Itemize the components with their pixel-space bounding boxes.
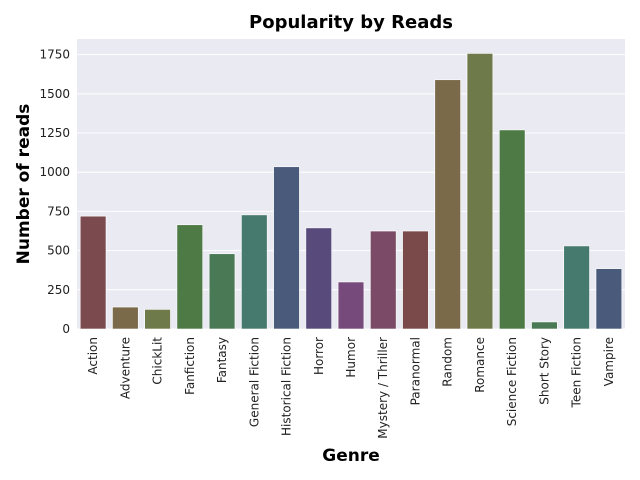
x-tick-label: General Fiction bbox=[247, 337, 261, 427]
y-tick-label: 0 bbox=[62, 322, 70, 336]
x-tick-label: Adventure bbox=[118, 337, 132, 399]
bar bbox=[402, 230, 429, 330]
bar bbox=[498, 129, 526, 330]
bar bbox=[563, 245, 590, 330]
bar bbox=[273, 166, 300, 330]
y-tick-label: 1500 bbox=[39, 87, 70, 101]
y-tick-label: 500 bbox=[47, 244, 70, 258]
x-tick-label: Science Fiction bbox=[505, 337, 519, 426]
x-axis-ticks: Action Adventure ChickLit Fanfiction Fantasy… bbox=[86, 337, 616, 439]
bar bbox=[144, 309, 171, 330]
x-tick-label: Paranormal bbox=[408, 337, 422, 405]
bar bbox=[370, 230, 397, 330]
bar bbox=[112, 306, 139, 330]
y-tick-label: 1250 bbox=[39, 126, 70, 140]
bar bbox=[241, 214, 268, 330]
bar bbox=[595, 268, 623, 330]
y-axis-ticks: 0 250 500 750 1000 1250 1500 1750 bbox=[39, 48, 70, 336]
bar bbox=[531, 321, 558, 330]
x-tick-label: Romance bbox=[473, 337, 487, 393]
bar bbox=[176, 224, 204, 330]
y-tick-label: 750 bbox=[47, 204, 70, 218]
bar bbox=[466, 53, 494, 330]
x-tick-label: Short Story bbox=[537, 337, 551, 405]
x-tick-label: ChickLit bbox=[151, 337, 165, 385]
chart-title: Popularity by Reads bbox=[249, 12, 453, 33]
x-tick-label: Teen Fiction bbox=[570, 337, 584, 408]
bar bbox=[337, 281, 365, 330]
x-tick-label: Fantasy bbox=[215, 337, 229, 383]
x-tick-label: Random bbox=[441, 337, 455, 387]
bar bbox=[434, 79, 461, 330]
x-tick-label: Action bbox=[86, 337, 100, 375]
y-axis-label: Number of reads bbox=[14, 104, 34, 265]
y-tick-label: 250 bbox=[47, 283, 70, 297]
x-tick-label: Historical Fiction bbox=[280, 337, 294, 436]
x-tick-label: Horror bbox=[312, 337, 326, 375]
x-tick-label: Mystery / Thriller bbox=[376, 337, 390, 439]
y-tick-label: 1750 bbox=[39, 48, 70, 62]
bar bbox=[208, 253, 236, 330]
bar bbox=[305, 227, 332, 330]
bar bbox=[79, 215, 107, 330]
x-tick-label: Vampire bbox=[602, 337, 616, 386]
plot-area bbox=[77, 39, 625, 329]
x-axis-label: Genre bbox=[322, 446, 380, 466]
x-tick-label: Humor bbox=[344, 337, 358, 378]
bars bbox=[79, 53, 623, 330]
x-tick-label: Fanfiction bbox=[183, 337, 197, 395]
y-tick-label: 1000 bbox=[39, 165, 70, 179]
